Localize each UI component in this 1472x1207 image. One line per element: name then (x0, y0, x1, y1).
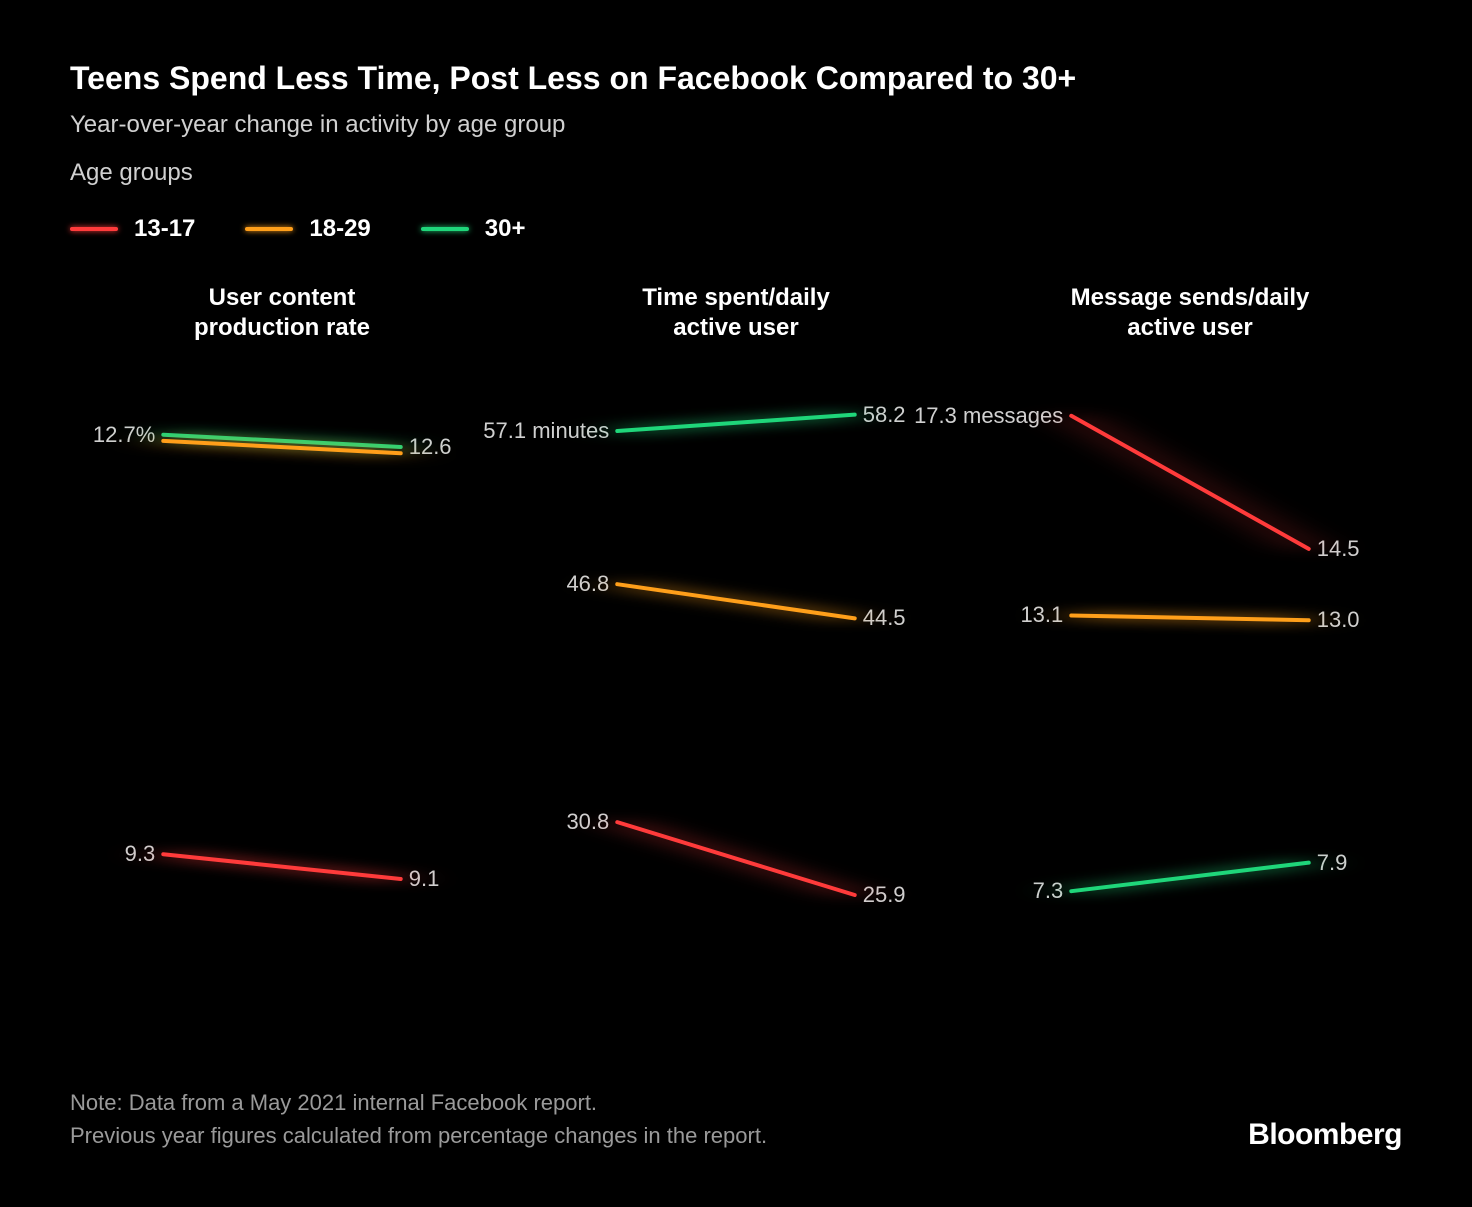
chart-panels: User contentproduction rate 12.7%12.69.39… (70, 283, 1402, 953)
chart-footer: Note: Data from a May 2021 internal Face… (70, 1086, 1402, 1152)
panel-title: Message sends/dailyactive user (978, 283, 1402, 353)
chart-title: Teens Spend Less Time, Post Less on Face… (70, 60, 1402, 97)
slope-chart (978, 373, 1402, 953)
series-line (617, 822, 854, 895)
series-line (1071, 416, 1308, 549)
panel-title: Time spent/dailyactive user (524, 283, 948, 353)
chart-panel: Time spent/dailyactive user 57.1 minutes5… (524, 283, 948, 953)
legend-swatch (70, 227, 118, 231)
chart-subtitle: Year-over-year change in activity by age… (70, 111, 1402, 139)
series-line (1071, 863, 1308, 892)
legend-swatch (421, 227, 469, 231)
series-line (1071, 615, 1308, 620)
series-line (617, 415, 854, 431)
series-line (163, 854, 400, 879)
chart-area: 17.3 messages14.513.113.07.37.9 (978, 373, 1402, 953)
legend-item: 13-17 (70, 215, 195, 243)
chart-area: 57.1 minutes58.246.844.530.825.9 (524, 373, 948, 953)
note-line-2: Previous year figures calculated from pe… (70, 1119, 767, 1152)
chart-area: 12.7%12.69.39.1 (70, 373, 494, 953)
legend-swatch (245, 227, 293, 231)
legend-text: 13-17 (134, 215, 195, 243)
legend-text: 18-29 (309, 215, 370, 243)
legend: 13-17 18-29 30+ (70, 215, 1402, 243)
chart-panel: Message sends/dailyactive user 17.3 messa… (978, 283, 1402, 953)
legend-item: 30+ (421, 215, 526, 243)
source-note: Note: Data from a May 2021 internal Face… (70, 1086, 767, 1152)
legend-item: 18-29 (245, 215, 370, 243)
panel-title: User contentproduction rate (70, 283, 494, 353)
legend-heading: Age groups (70, 159, 1402, 187)
chart-panel: User contentproduction rate 12.7%12.69.39… (70, 283, 494, 953)
note-line-1: Note: Data from a May 2021 internal Face… (70, 1086, 767, 1119)
legend-text: 30+ (485, 215, 526, 243)
slope-chart (524, 373, 948, 953)
brand-logo: Bloomberg (1248, 1118, 1402, 1152)
slope-chart (70, 373, 494, 953)
series-line (617, 584, 854, 618)
